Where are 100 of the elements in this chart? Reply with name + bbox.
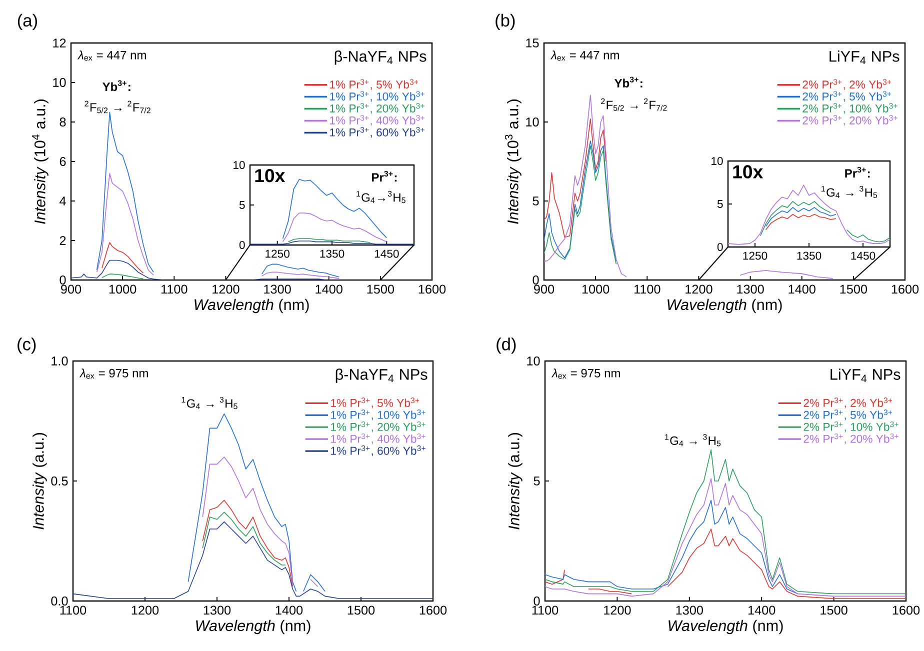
x-tick-label: 1000 [109, 284, 136, 294]
y-axis-title: Intensity (10$^{4}$ a.u.) [32, 100, 48, 224]
annotation: Yb$^{3+}$: [614, 76, 642, 88]
x-tick-label: 1200 [132, 606, 159, 615]
x-tick-label: 1300 [676, 606, 703, 615]
line-series [765, 207, 836, 227]
annotation: Pr$^{3+}$: [845, 166, 870, 178]
y-tick-label: 5 [717, 200, 723, 208]
chart-title: (c) [18, 338, 36, 354]
x-tick-label: 1500 [348, 606, 375, 615]
y-tick-label: 0 [534, 596, 540, 606]
legend-label: 2% Pr$^{3+}$, 10% Yb$^{3+}$ [802, 103, 898, 114]
legend-label: 1% Pr$^{3+}$, 5% Yb$^{3+}$ [331, 398, 420, 408]
x-tick-label: 1600 [420, 606, 447, 615]
annotation: $^{2}$F$_{5/2}$ → $^{2}$F$_{7/2}$ [601, 98, 667, 111]
y-tick-label: 1.0 [52, 356, 68, 366]
y-tick-label: 5 [532, 196, 539, 206]
y-tick-label: 6 [60, 157, 66, 166]
x-tick-label: 1300 [264, 284, 291, 294]
y-tick-label: 0.0 [51, 596, 68, 606]
annotation: $^{2}$F$_{5/2}$ → $^{2}$F$_{7/2}$ [84, 100, 150, 114]
y-tick-label: 15 [526, 38, 539, 48]
annotation: $^{1}$G$_{4}$ → $^{3}$H$_{5}$ [182, 396, 238, 410]
x-axis-title: Wavelength (nm) [194, 298, 309, 314]
x-tick-label: 1100 [532, 606, 558, 615]
y-axis-title: Intensity (10$^{3}$ a.u.) [504, 100, 522, 224]
chart-title: (d) [496, 338, 516, 354]
annotation: Yb$^{3+}$: [102, 80, 130, 92]
y-tick-label: 5 [239, 201, 245, 209]
legend-label: 2% Pr$^{3+}$, 20% Yb$^{3+}$ [802, 115, 898, 126]
x-tick-label: 1500 [840, 284, 868, 294]
legend-label: 2% Pr$^{3+}$, 2% Yb$^{3+}$ [804, 398, 892, 408]
y-tick-label: 0 [532, 276, 539, 284]
x-tick-label: 1100 [161, 284, 188, 294]
annotation: λ$_{ex}$ = 447 nm [550, 50, 619, 61]
x-tick-label: 1500 [820, 606, 848, 615]
x-tick-label: 1350 [320, 250, 344, 258]
legend-label: 2% Pr$^{3+}$, 20% Yb$^{3+}$ [804, 433, 898, 444]
legend-label: 1% Pr$^{3+}$, 60% Yb$^{3+}$ [330, 126, 424, 138]
annotation: Pr$^{3+}$: [372, 170, 397, 182]
x-tick-label: 1400 [748, 606, 776, 615]
legend-label: 1% Pr$^{3+}$, 40% Yb$^{3+}$ [330, 115, 424, 126]
x-tick-label: 1400 [316, 284, 342, 294]
y-tick-label: 0 [239, 240, 245, 250]
legend-label: 2% Pr$^{3+}$, 2% Yb$^{3+}$ [802, 79, 892, 90]
x-axis-title: Wavelength (nm) [668, 620, 783, 634]
y-tick-label: 10 [526, 118, 539, 126]
x-tick-label: 900 [61, 284, 82, 294]
y-tick-label: 5 [534, 476, 540, 486]
legend-title: LiYF$_{4}$ NPs [830, 368, 900, 382]
legend-title: β-NaYF$_{4}$ NPs [336, 368, 428, 383]
x-tick-label: 1600 [892, 284, 919, 294]
x-tick-label: 1300 [737, 284, 764, 294]
legend-label: 1% Pr$^{3+}$, 20% Yb$^{3+}$ [331, 421, 426, 432]
line-series [102, 242, 144, 274]
y-axis-title: Intensity (a.u.) [508, 432, 522, 530]
y-tick-label: 2 [60, 236, 66, 245]
legend-label: 1% Pr$^{3+}$, 10% Yb$^{3+}$ [330, 91, 424, 102]
y-tick-label: 10 [527, 356, 540, 366]
y-tick-label: 12 [53, 38, 66, 48]
legend-title: LiYF$_{4}$ NPs [830, 50, 900, 64]
x-tick-label: 1600 [892, 606, 920, 615]
x-tick-label: 1400 [276, 606, 303, 615]
y-tick-label: 10 [712, 156, 723, 166]
chart-title: (a) [18, 14, 37, 30]
y-tick-label: 8 [60, 118, 66, 126]
legend-label: 1% Pr$^{3+}$, 5% Yb$^{3+}$ [330, 79, 418, 90]
x-tick-label: 1450 [851, 252, 876, 260]
x-axis-title: Wavelength (nm) [196, 620, 310, 634]
annotation: $^{1}$G$_{4}$→$^{3}$H$_{5}$ [356, 190, 406, 204]
y-axis-title: Intensity (a.u.) [32, 432, 47, 530]
legend-label: 1% Pr$^{3+}$, 20% Yb$^{3+}$ [330, 103, 424, 114]
line-series [202, 500, 293, 587]
chart-title: (b) [496, 14, 515, 30]
legend-title: β-NaYF$_{4}$ NPs [334, 50, 426, 65]
annotation: 10x [733, 165, 764, 178]
x-tick-label: 900 [534, 284, 554, 294]
legend-label: 1% Pr$^{3+}$, 60% Yb$^{3+}$ [331, 445, 426, 456]
annotation: λ$_{ex}$ = 447 nm [77, 50, 146, 61]
annotation: λ$_{ex}$ = 975 nm [551, 368, 620, 379]
x-tick-label: 1250 [266, 250, 290, 258]
x-tick-label: 1200 [604, 606, 631, 615]
line-series [728, 184, 890, 245]
x-tick-label: 1400 [788, 284, 816, 294]
x-tick-label: 1100 [634, 284, 660, 294]
legend-label: 2% Pr$^{3+}$, 5% Yb$^{3+}$ [804, 410, 892, 420]
annotation: $^{1}$G$_{4}$ → $^{3}$H$_{5}$ [822, 186, 878, 198]
x-tick-label: 1500 [367, 284, 394, 294]
legend-label: 2% Pr$^{3+}$, 10% Yb$^{3+}$ [804, 421, 898, 432]
legend-label: 1% Pr$^{3+}$, 10% Yb$^{3+}$ [331, 410, 426, 420]
x-tick-label: 1350 [797, 252, 822, 260]
line-series [202, 512, 286, 566]
x-tick-label: 1200 [686, 284, 712, 294]
x-tick-label: 1200 [212, 284, 240, 294]
legend-label: 1% Pr$^{3+}$, 40% Yb$^{3+}$ [331, 433, 426, 444]
y-tick-label: 10 [53, 78, 66, 87]
x-tick-label: 1250 [743, 252, 768, 260]
x-tick-label: 1600 [418, 284, 446, 294]
y-tick-label: 0 [717, 242, 723, 252]
annotation: 10x [255, 168, 286, 182]
